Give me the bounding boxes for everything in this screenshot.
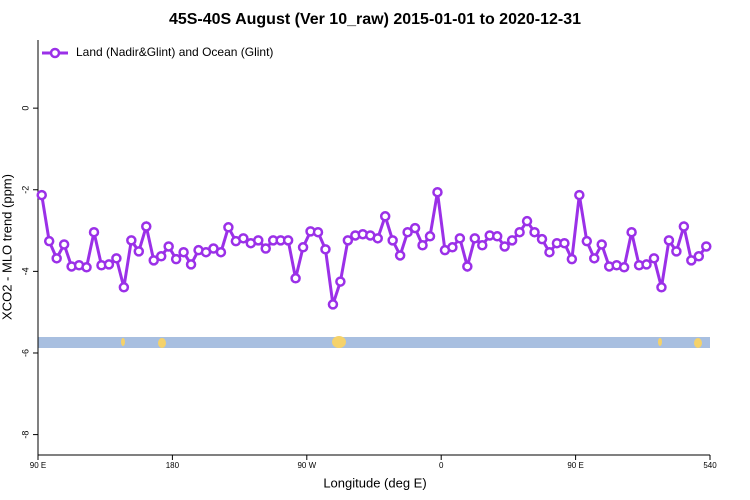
x-tick-label: 90 E [30,461,46,470]
data-point [469,233,481,244]
legend-label: Land (Nadir&Glint) and Ocean (Glint) [76,45,273,59]
data-point [297,242,309,253]
data-point [477,240,488,251]
data-point [536,233,548,245]
data-point [327,299,339,310]
data-point [678,221,690,232]
data-point [656,282,667,293]
data-point [424,231,436,242]
data-point [566,253,578,265]
data-point [462,261,473,272]
data-point [215,246,227,258]
y-axis-label: XCO2 - MLO trend (ppm) [0,174,14,320]
data-point [178,246,189,258]
land-ocean-strip [38,336,710,348]
x-axis-label: Longitude (deg E) [323,475,426,490]
data-point [693,251,705,262]
x-tick-label: 90 E [567,461,583,470]
data-point [648,253,660,264]
data-point [88,226,100,238]
data-point [574,189,585,201]
data-point [663,235,675,246]
data-point [454,233,466,244]
data-point [581,235,593,247]
data-point [260,243,271,254]
data-point [641,259,652,270]
data-point [238,233,249,244]
data-point [506,235,518,246]
data-point [559,237,570,249]
data-point [372,233,383,244]
data-point [686,255,697,266]
data-point [432,186,443,198]
x-tick-label: 180 [166,461,180,470]
data-point [589,253,600,264]
x-tick-label: 90 W [297,461,316,470]
data-point [43,235,55,247]
ocean-strip [38,337,710,348]
data-point [126,235,137,246]
data-point [671,246,682,257]
data-point [155,251,167,262]
legend-marker [49,47,61,59]
data-point [379,211,391,222]
y-tick-label: -2 [20,186,30,194]
data-point [148,255,159,266]
data-point [141,221,152,232]
data-point [596,239,607,250]
data-point [36,189,47,201]
data-point [626,226,637,238]
data-point [417,240,428,251]
data-point [342,235,354,246]
data-point [514,226,525,238]
y-tick-label: -8 [20,431,30,439]
data-point [133,246,145,257]
data-point [170,253,182,265]
data-point [282,235,294,246]
data-point [394,250,406,261]
data-point [185,259,197,270]
land-patch [694,338,702,348]
data-point [320,244,331,255]
data-point [529,226,540,238]
y-tick-label: -4 [20,267,30,275]
data-point [409,222,421,234]
data-point [58,239,70,250]
land-patch [121,338,125,346]
data-point [402,226,413,238]
data-point [163,241,174,252]
chart-title: 45S-40S August (Ver 10_raw) 2015-01-01 t… [169,11,581,28]
data-point [51,253,62,264]
land-patch [332,336,346,348]
data-point [253,235,264,246]
data-point [701,241,712,252]
land-patch [658,338,662,346]
x-tick-label: 0 [439,461,444,470]
data-point [312,226,324,238]
data-point [290,273,301,284]
data-point [111,253,122,264]
data-point [103,259,115,270]
data-point [544,246,555,258]
y-tick-label: -6 [20,349,30,357]
data-point [491,231,503,242]
data-point [499,241,510,252]
data-point [335,276,346,287]
land-patch [158,338,166,348]
y-tick-label: 0 [20,106,30,111]
data-point [521,215,533,227]
data-point [223,222,234,233]
data-point [387,235,398,246]
data-point [447,242,458,253]
data-point [118,282,130,293]
data-point [618,262,630,273]
x-tick-label: 540 [703,461,717,470]
data-point [81,262,92,273]
